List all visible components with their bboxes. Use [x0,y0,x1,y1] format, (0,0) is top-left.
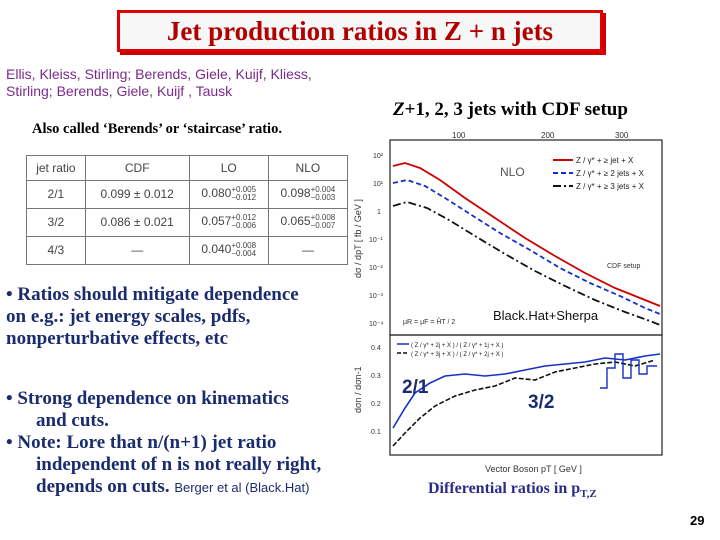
legend-label-3: Z / γ* + ≥ 3 jets + X [576,182,645,191]
differential-ratios-sub: T,Z [580,488,597,501]
bullet-kinematics: • Strong dependence on kinematics and cu… [6,388,376,499]
differential-ratios-label: Differential ratios in pT,Z [428,480,597,500]
table-header: jet ratio [26,155,86,181]
bullet-ratios: • Ratios should mitigate dependence on e… [6,284,366,350]
cross-section-plot: 100 200 300 10² 10¹ 1 10⁻¹ 10⁻² 10⁻³ 10⁻… [353,131,663,474]
table-value: 0.040 [201,242,232,257]
table-cell: 0.098+0.004 −0.003 [267,179,349,209]
x-axis-label: Vector Boson pT [ GeV ] [485,464,582,474]
table-err-up: +0.008 [310,213,336,223]
table-cell: 0.065+0.008 −0.007 [267,207,349,237]
ratio-legend-label-1: ( Z / γ* + 2j + X ) / ( Z / γ* + 1j + X … [411,343,503,349]
table-cell: — [267,235,349,266]
scale-label: μR = μF = ĤT / 2 [403,317,455,326]
ratio-table: jet ratio CDF LO NLO 2/1 0.099 ± 0.012 0… [26,155,349,266]
ratio-2-1-label: 2/1 [402,377,429,398]
legend-label-1: Z / γ* + ≥ jet + X [576,156,634,165]
table-cell: 0.086 ± 0.021 [84,207,190,237]
page-number: 29 [690,513,705,528]
references: Ellis, Kleiss, Stirling; Berends, Giele,… [6,66,366,100]
slide-title: Jet production ratios in Z + n jets [166,15,554,46]
y-tick-label: 10⁻² [369,265,383,272]
table-err-down: −0.004 [231,249,257,259]
table-err-up: +0.004 [310,185,336,195]
table-cell: 4/3 [26,235,86,266]
bullet-line: • Note: Lore that n/(n+1) jet ratio [6,432,277,453]
also-called-text: Also called ‘Berends’ or ‘staircase’ rat… [32,121,282,137]
ratio-legend-label-2: ( Z / γ* + 3j + X ) / ( Z / γ* + 2j + X … [411,352,503,358]
table-header: NLO [267,155,349,181]
y-axis-label-bottom: dσn / dσn-1 [353,366,363,413]
nlo-label: NLO [500,165,525,179]
references-line-2: Stirling; Berends, Giele, Kuijf , Tausk [6,83,233,99]
ratio-2-1-curve [392,353,661,429]
bullet-text: depends on cuts. [36,476,170,497]
table-err-up: +0.012 [231,213,257,223]
bullet-line: independent of n is not really right, [36,454,322,475]
table-value: 0.080 [201,186,232,201]
bullet-line: nonperturbative effects, etc [6,328,229,349]
bullet-line: on e.g.: jet energy scales, pdfs, [6,306,251,327]
y-axis-label-top: dσ / dpT [ fb / GeV ] [353,199,363,278]
table-cell: 3/2 [26,207,86,237]
y-tick-label: 10¹ [373,181,384,188]
table-err-down: −0.003 [310,193,336,203]
table-err-down: −0.007 [310,221,336,231]
data-steps [600,353,657,389]
x-tick-label: 300 [615,131,629,140]
bullet-line: depends on cuts. Berger et al (Black.Hat… [6,476,376,499]
table-err-up: +0.008 [231,241,257,251]
differential-ratios-text: Differential ratios in p [428,480,581,497]
table-cell: 2/1 [26,179,86,209]
table-value: 0.065 [280,214,311,229]
table-err-down: −0.006 [231,221,257,231]
table-cell: 0.080+0.005 −0.012 [188,179,269,209]
table-header: LO [188,155,269,181]
y-tick-label: 10⁻⁴ [369,321,384,328]
y-tick-label: 10⁻³ [369,293,383,300]
table-cell: — [84,235,190,266]
y-tick-label: 10⁻¹ [369,237,383,244]
x-tick-label: 100 [452,131,466,140]
plot-title-rest: +1, 2, 3 jets with CDF setup [404,99,628,120]
ratio-3-2-label: 3/2 [528,392,554,413]
lower-panel-frame [389,334,663,456]
table-row: 3/2 0.086 ± 0.021 0.057+0.012 −0.006 0.06… [26,207,349,237]
slide-title-box: Jet production ratios in Z + n jets [117,10,603,52]
ratio-y-tick: 0.3 [371,373,381,380]
references-line-1: Ellis, Kleiss, Stirling; Berends, Giele,… [6,66,312,82]
ratio-y-tick: 0.2 [371,401,381,408]
ratio-y-tick: 0.4 [371,345,381,352]
table-cell: 0.099 ± 0.012 [84,179,190,209]
table-row: 4/3 — 0.040+0.008 −0.004 — [26,235,349,266]
table-err-down: −0.012 [231,193,257,203]
bullet-line: • Ratios should mitigate dependence [6,284,299,305]
legend-label-2: Z / γ* + ≥ 2 jets + X [576,169,645,178]
ratio-y-tick: 0.1 [371,429,381,436]
table-value: 0.057 [201,214,232,229]
series-1-curve [392,162,661,307]
series-3-curve [392,201,661,326]
berger-citation: Berger et al (Black.Hat) [174,480,310,495]
table-row: 2/1 0.099 ± 0.012 0.080+0.005 −0.012 0.09… [26,179,349,209]
y-tick-label: 1 [377,209,381,216]
x-tick-label: 200 [541,131,555,140]
table-cell: 0.057+0.012 −0.006 [188,207,269,237]
table-err-up: +0.005 [231,185,257,195]
plot-title-prefix: Z [393,99,405,120]
bullet-line: • Strong dependence on kinematics [6,388,289,409]
table-header: CDF [84,155,190,181]
cdf-setup-label: CDF setup [607,263,641,270]
plot-title: Z+1, 2, 3 jets with CDF setup [393,99,628,121]
table-cell: 0.040+0.008 −0.004 [188,235,269,266]
bullet-line: and cuts. [36,410,109,431]
y-tick-label: 10² [373,153,384,160]
series-2-curve [392,179,661,315]
blackhat-label: Black.Hat+Sherpa [493,308,599,323]
table-value: 0.098 [280,186,311,201]
ratio-3-2-curve [392,359,656,447]
